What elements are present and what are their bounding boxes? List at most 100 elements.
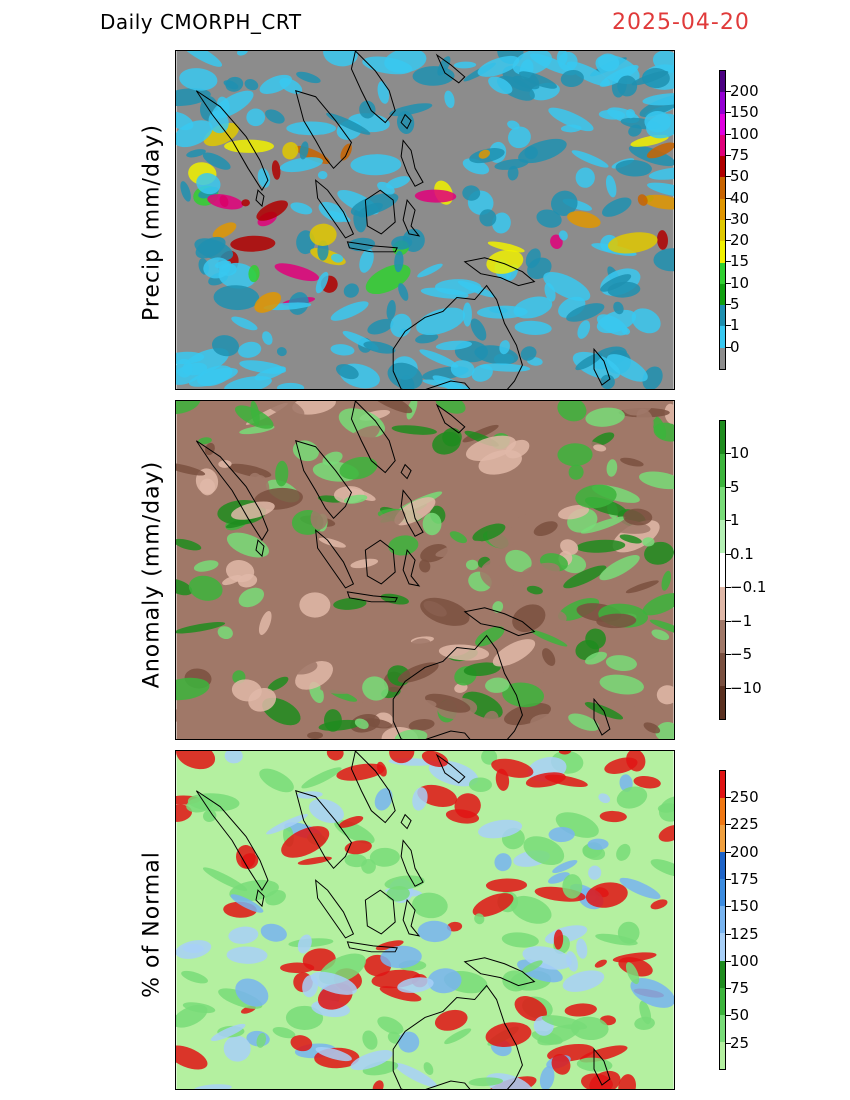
field-blob — [397, 977, 434, 993]
field-blob — [265, 890, 286, 906]
field-blob — [281, 826, 330, 858]
colorbar-swatch — [720, 347, 725, 369]
coastline — [463, 257, 536, 287]
field-blob — [366, 510, 406, 535]
colorbar-tick — [726, 240, 731, 242]
field-blob — [564, 1003, 597, 1017]
field-blob — [394, 497, 436, 526]
field-blob — [244, 79, 259, 91]
field-blob — [408, 719, 435, 731]
colorbar-tick-label: 200 — [730, 82, 759, 100]
field-blob — [375, 940, 404, 951]
field-blob — [628, 124, 642, 137]
field-blob — [188, 575, 223, 601]
field-blob — [343, 283, 359, 298]
field-blob — [633, 775, 661, 789]
colorbar-tick-label: −10 — [730, 678, 762, 697]
field-blob — [241, 199, 250, 207]
field-blob — [504, 666, 546, 677]
colorbar-tick — [726, 587, 731, 588]
coastline — [402, 548, 421, 587]
field-blob — [621, 401, 653, 416]
coastline — [364, 189, 396, 235]
field-blob — [653, 248, 674, 272]
field-blob — [482, 710, 499, 732]
colorbar-tick — [726, 960, 731, 962]
field-blob — [438, 644, 490, 661]
coastline — [402, 198, 421, 237]
field-blob — [196, 173, 221, 195]
field-blob — [176, 538, 202, 551]
colorbar-swatch — [720, 933, 725, 961]
field-blob — [223, 1035, 251, 1062]
field-blob — [488, 76, 513, 95]
field-blob — [657, 803, 674, 813]
field-blob — [176, 622, 226, 634]
field-blob — [280, 962, 315, 974]
colorbar-tick-label: 20 — [730, 231, 750, 250]
field-blob — [391, 235, 413, 250]
field-blob — [297, 856, 332, 865]
field-blob — [508, 126, 531, 149]
field-blob — [444, 1028, 472, 1045]
field-blob — [545, 494, 566, 511]
field-blob — [326, 112, 371, 135]
field-blob — [409, 638, 431, 651]
colorbar-tick-label: 10 — [730, 273, 750, 292]
coastline — [400, 839, 424, 887]
field-blob — [331, 253, 344, 263]
field-blob — [664, 403, 674, 424]
field-blob — [176, 751, 216, 770]
field-blob — [476, 305, 528, 319]
field-blob — [616, 786, 648, 809]
colorbar-swatch — [720, 262, 725, 284]
field-blob — [639, 471, 674, 490]
coastline — [255, 539, 265, 558]
field-blob — [231, 501, 275, 520]
field-blob — [478, 819, 523, 839]
field-blob — [414, 189, 457, 203]
field-blob — [231, 316, 258, 331]
field-blob — [176, 351, 205, 365]
chart-title: Daily CMORPH_CRT — [100, 10, 302, 34]
field-blob — [235, 978, 269, 1007]
field-blob — [551, 1053, 571, 1075]
field-blob — [625, 962, 640, 985]
field-blob — [262, 331, 273, 345]
field-blob — [224, 139, 274, 153]
field-blob — [384, 51, 427, 73]
colorbar-swatch — [720, 134, 725, 157]
field-blob — [642, 537, 655, 547]
field-blob — [389, 103, 433, 117]
field-blob — [417, 263, 443, 278]
field-blob — [566, 61, 611, 86]
field-blob — [176, 401, 201, 415]
colorbar-tick — [726, 282, 731, 284]
field-blob — [571, 150, 609, 168]
colorbar-tick-label: 100 — [730, 124, 759, 143]
field-blob — [421, 751, 449, 767]
field-blob — [238, 587, 265, 608]
field-blob — [588, 865, 602, 880]
field-blob — [593, 444, 607, 452]
field-blob — [517, 562, 560, 586]
colorbar-tick — [726, 851, 731, 853]
field-blob — [223, 80, 239, 90]
field-blob — [290, 202, 313, 215]
colorbar-swatch — [720, 113, 725, 135]
field-blob — [605, 655, 637, 672]
field-blob — [607, 232, 658, 254]
field-blob — [386, 176, 411, 189]
field-blob — [420, 597, 470, 626]
field-blob — [275, 460, 289, 487]
colorbar-tick — [726, 176, 731, 178]
colorbar-swatch — [720, 326, 725, 348]
field-blob — [176, 463, 206, 476]
field-blob — [567, 211, 601, 229]
field-blob — [223, 375, 272, 389]
field-blob — [176, 120, 213, 148]
colorbar-tick — [726, 197, 731, 199]
field-blob — [276, 382, 305, 389]
field-blob — [267, 676, 289, 691]
field-blob — [258, 611, 272, 635]
